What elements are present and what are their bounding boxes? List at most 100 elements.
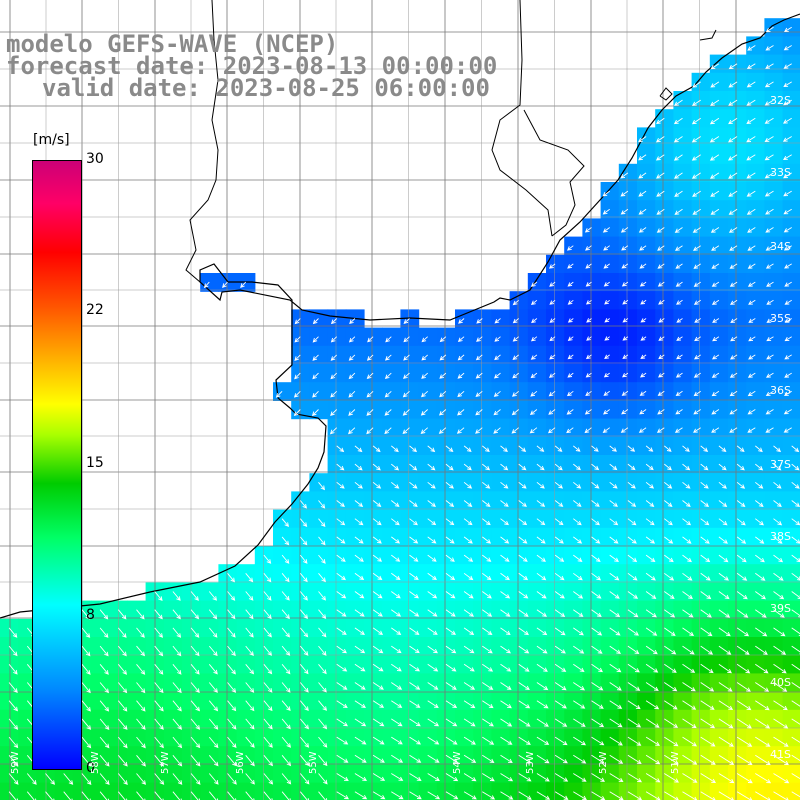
wind-arrow [693, 390, 701, 397]
wind-arrow [409, 609, 420, 617]
wind-arrow [746, 208, 756, 215]
wind-arrow [736, 791, 753, 800]
wind-cell [618, 782, 638, 800]
wind-cell [509, 364, 529, 383]
wind-arrow [227, 664, 236, 675]
wind-arrow [645, 700, 660, 710]
wind-arrow [294, 372, 301, 380]
lagoon-outline [659, 29, 717, 101]
wind-arrow [748, 354, 756, 360]
wind-arrow [222, 281, 228, 288]
wind-arrow [712, 354, 720, 360]
wind-arrow [117, 700, 128, 712]
wind-arrow [427, 572, 437, 581]
wind-cell [746, 127, 765, 147]
wind-arrow [530, 336, 538, 342]
wind-cell [345, 382, 365, 401]
wind-arrow [765, 409, 774, 415]
wind-arrow [664, 773, 679, 783]
wind-arrow [693, 263, 701, 269]
wind-arrow [645, 754, 661, 765]
wind-arrow [293, 390, 301, 398]
wind-arrow [482, 518, 491, 526]
wind-arrow [263, 609, 272, 620]
wind-arrow [656, 190, 665, 197]
wind-cell [655, 273, 674, 292]
wind-arrow [318, 755, 328, 767]
wind-arrow [536, 463, 545, 471]
wind-cell [709, 291, 729, 310]
wind-cell [655, 182, 674, 201]
wind-cell [400, 364, 420, 383]
wind-arrow [299, 755, 310, 767]
wind-cell [582, 236, 602, 256]
wind-arrow [700, 645, 714, 655]
wind-arrow [427, 663, 439, 672]
wind-arrow [664, 518, 673, 526]
wind-arrow [336, 536, 346, 544]
wind-arrow [482, 645, 493, 654]
wind-arrow [318, 591, 326, 601]
wind-cell [728, 418, 747, 438]
wind-arrow [710, 81, 720, 88]
wind-arrow [427, 627, 438, 635]
wind-arrow [263, 700, 273, 712]
wind-arrow [747, 281, 756, 287]
wind-arrow [658, 354, 665, 360]
wind-cell [673, 309, 693, 329]
wind-arrow [372, 773, 386, 781]
wind-arrow [263, 773, 274, 785]
wind-cell [728, 400, 747, 420]
wind-arrow [366, 390, 374, 398]
wind-arrow [682, 682, 696, 692]
wind-cell [709, 91, 729, 110]
wind-arrow [755, 554, 765, 563]
wind-arrow [755, 773, 772, 784]
wind-arrow [639, 390, 647, 396]
wind-arrow [299, 645, 309, 656]
wind-arrow [227, 682, 237, 693]
wind-arrow [736, 663, 751, 674]
wind-cell [655, 345, 674, 365]
wind-arrow [26, 773, 37, 785]
wind-cell [600, 236, 620, 256]
wind-arrow [674, 190, 683, 197]
wind-arrow [511, 390, 519, 397]
wind-arrow [500, 736, 513, 745]
wind-arrow [747, 372, 756, 378]
wind-cell [728, 54, 747, 74]
wind-arrow [627, 627, 639, 636]
wind-cell [400, 327, 420, 347]
wind-arrow [136, 773, 147, 785]
wind-cell [782, 782, 800, 800]
lat-label-34s: 34S [770, 240, 791, 253]
wind-arrow [445, 700, 458, 709]
wind-cell [236, 782, 256, 800]
wind-arrow [245, 627, 254, 638]
wind-arrow [783, 172, 792, 179]
wind-arrow [208, 591, 217, 601]
wind-cell [728, 127, 747, 147]
wind-arrow [81, 627, 91, 638]
wind-cell [691, 72, 711, 92]
wind-cell [582, 273, 602, 292]
wind-cell [691, 145, 711, 165]
wind-arrow [657, 390, 665, 396]
wind-arrow [445, 791, 459, 800]
wind-arrow [391, 518, 400, 526]
wind-cell [327, 327, 347, 347]
wind-arrow [554, 663, 567, 672]
wind-cell [400, 345, 420, 365]
wind-arrow [746, 117, 756, 125]
wind-arrow [385, 336, 392, 343]
coastline [0, 13, 800, 619]
wind-cell [327, 309, 347, 329]
wind-cell [327, 345, 347, 365]
wind-cell [473, 345, 492, 365]
wind-cell [600, 327, 620, 347]
wind-cell [600, 309, 620, 329]
wind-arrow [764, 154, 774, 161]
wind-arrow [728, 227, 738, 233]
wind-arrow [718, 500, 728, 507]
wind-cell [709, 327, 729, 347]
